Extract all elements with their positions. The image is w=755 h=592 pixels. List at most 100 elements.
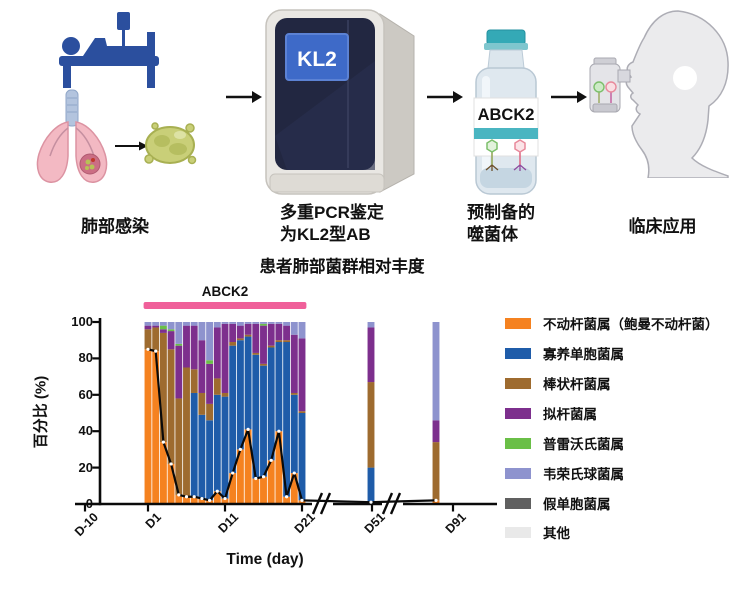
infected-lungs-icon bbox=[36, 89, 108, 183]
bar-segment-d3 bbox=[159, 329, 167, 333]
axis-break-slash bbox=[389, 492, 402, 515]
y-tick-label: 40 bbox=[78, 423, 93, 439]
bar-segment-d1 bbox=[144, 325, 152, 330]
bar-segment-d4 bbox=[167, 329, 175, 332]
legend-item: 假单胞菌属 bbox=[505, 494, 755, 512]
legend-swatch bbox=[505, 497, 531, 509]
legend-swatch bbox=[505, 407, 531, 419]
bar-segment-d8 bbox=[198, 322, 206, 341]
bar-segment-d21 bbox=[298, 413, 306, 501]
legend-label: 拟杆菌属 bbox=[543, 407, 597, 422]
bar-segment-d14 bbox=[244, 429, 252, 504]
bar-segment-d19 bbox=[283, 322, 291, 326]
sputum-sample-icon bbox=[144, 122, 197, 165]
bar-segment-d12 bbox=[229, 473, 237, 504]
bar-segment-d15 bbox=[252, 352, 260, 355]
bar-segment-d4 bbox=[167, 349, 175, 464]
line-marker bbox=[292, 471, 296, 475]
line-marker bbox=[434, 498, 438, 502]
bar-segment-d15 bbox=[252, 478, 260, 504]
bar-segment-d11 bbox=[221, 323, 229, 393]
legend-swatch bbox=[505, 467, 531, 479]
line-marker bbox=[223, 496, 227, 501]
bar-segment-d13 bbox=[236, 338, 244, 341]
bar-segment-d11 bbox=[221, 392, 229, 397]
legend-swatch bbox=[505, 526, 531, 538]
bar-segment-d8 bbox=[198, 392, 206, 415]
legend-item: 韦荣氏球菌属 bbox=[505, 464, 755, 482]
bar-segment-d21 bbox=[298, 500, 306, 504]
bar-segment-d15 bbox=[252, 322, 260, 324]
bar-segment-d14 bbox=[244, 323, 252, 335]
line-marker bbox=[246, 427, 250, 431]
bar-segment-d51 bbox=[367, 322, 375, 328]
phage-vial-icon: ABCK2 bbox=[473, 29, 539, 195]
treatment-period-bar bbox=[143, 302, 307, 309]
bar-segment-d12 bbox=[229, 322, 237, 324]
bar-segment-d20 bbox=[290, 392, 298, 395]
bar-segment-d3 bbox=[159, 325, 167, 330]
bar-segment-d16 bbox=[260, 476, 267, 504]
bar-segment-d21 bbox=[298, 411, 306, 413]
legend-swatch bbox=[505, 377, 531, 389]
bar-segment-d6 bbox=[183, 325, 190, 368]
pcr-screen-text: KL2 bbox=[297, 48, 337, 71]
bar-segment-d16 bbox=[260, 365, 267, 477]
bar-segment-d2 bbox=[152, 322, 160, 326]
line-marker bbox=[184, 495, 189, 499]
line-marker bbox=[369, 500, 373, 504]
line-marker bbox=[269, 458, 273, 462]
bar-segment-d13 bbox=[236, 325, 244, 339]
bar-segment-d10 bbox=[213, 322, 221, 328]
bar-segment-d16 bbox=[260, 363, 267, 366]
bar-segment-d6 bbox=[183, 496, 190, 504]
bar-segment-d18 bbox=[275, 323, 283, 341]
bar-segment-d20 bbox=[290, 322, 298, 335]
bar-segment-d21 bbox=[298, 322, 306, 339]
bar-segment-d6 bbox=[183, 322, 190, 326]
bar-segment-d2 bbox=[152, 351, 160, 504]
bar-segment-d11 bbox=[221, 498, 229, 504]
legend-item: 其他 bbox=[505, 523, 755, 541]
legend-label: 韦荣氏球菌属 bbox=[543, 467, 624, 482]
bar-segment-d20 bbox=[290, 334, 298, 393]
legend-item: 寡养单胞菌属 bbox=[505, 344, 755, 362]
bar-segment-d11 bbox=[221, 322, 229, 324]
ear-highlight bbox=[673, 66, 697, 90]
bar-segment-d51 bbox=[367, 467, 375, 503]
bar-segment-d7 bbox=[190, 322, 198, 326]
step-label-pcr: 多重PCR鉴定 为KL2型AB bbox=[280, 203, 384, 245]
phage-green-icon bbox=[485, 139, 499, 171]
line-marker bbox=[192, 495, 196, 499]
y-tick-label: 80 bbox=[78, 350, 93, 366]
bar-segment-d9 bbox=[206, 500, 214, 504]
bar-segment-d4 bbox=[167, 463, 175, 504]
bar-segment-d5 bbox=[175, 343, 183, 346]
bar-segment-d14 bbox=[244, 322, 252, 324]
bar-segment-d16 bbox=[260, 322, 267, 324]
phage-pink-icon bbox=[513, 139, 527, 171]
bar-segment-d18 bbox=[275, 340, 283, 343]
bar-segment-d5 bbox=[175, 322, 183, 344]
bar-segment-d7 bbox=[190, 369, 198, 393]
workflow-arrow-icon bbox=[427, 91, 463, 103]
bar-segment-d91 bbox=[432, 420, 440, 443]
x-axis-label: Time (day) bbox=[226, 551, 304, 568]
bar-segment-d10 bbox=[213, 491, 221, 504]
legend-item: 不动杆菌属（鲍曼不动杆菌） bbox=[505, 314, 755, 332]
bar-segment-d20 bbox=[290, 394, 298, 474]
bar-segment-d3 bbox=[159, 322, 167, 326]
bar-segment-d11 bbox=[221, 396, 229, 499]
bar-segment-d3 bbox=[159, 442, 167, 504]
bar-segment-d13 bbox=[236, 340, 244, 450]
bar-segment-d12 bbox=[229, 345, 237, 474]
bar-segment-d19 bbox=[283, 342, 291, 497]
bar-segment-d91 bbox=[432, 500, 440, 504]
bar-segment-d8 bbox=[198, 414, 206, 499]
line-marker bbox=[146, 347, 150, 351]
line-marker bbox=[215, 489, 219, 493]
bar-segment-d4 bbox=[167, 322, 175, 330]
legend-item: 棒状杆菌属 bbox=[505, 374, 755, 392]
legend-label: 普雷沃氏菌属 bbox=[543, 437, 624, 452]
bar-segment-d9 bbox=[206, 322, 214, 361]
